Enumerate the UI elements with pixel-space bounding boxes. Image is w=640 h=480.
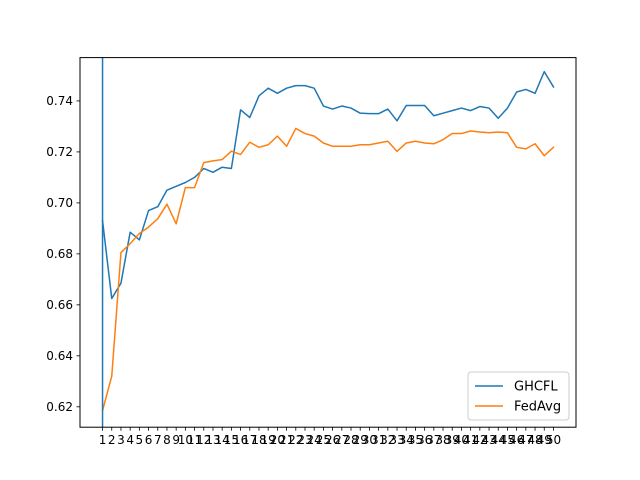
x-tick-label: 16 (233, 433, 248, 447)
x-tick-label: 30 (362, 433, 377, 447)
legend: GHCFL FedAvg (467, 371, 570, 421)
x-tick-label: 27 (334, 433, 349, 447)
x-tick-label: 24 (307, 433, 322, 447)
x-tick-label: 37 (426, 433, 441, 447)
x-tick-label: 10 (178, 433, 193, 447)
x-tick-label: 23 (297, 433, 312, 447)
x-tick-label: 13 (205, 433, 220, 447)
x-tick-label: 3 (117, 433, 125, 447)
x-tick-label: 5 (136, 433, 144, 447)
series-line-fedavg (101, 127, 555, 412)
x-tick-label: 4 (126, 433, 134, 447)
y-tick-label: 0.70 (46, 196, 73, 210)
x-tick-label: 47 (518, 433, 533, 447)
x-tick-label: 50 (546, 433, 561, 447)
x-tick-label: 2 (108, 433, 116, 447)
x-tick-label: 22 (288, 433, 303, 447)
y-tick-label: 0.74 (46, 94, 73, 108)
plot-area (101, 57, 555, 428)
series-line-ghcfl (101, 70, 555, 300)
x-tick-label: 18 (251, 433, 266, 447)
x-tick-label: 32 (380, 433, 395, 447)
x-tick-label: 33 (389, 433, 404, 447)
x-tick-label: 44 (491, 433, 506, 447)
legend-label-ghcfl: GHCFL (514, 380, 558, 395)
x-tick-label: 42 (472, 433, 487, 447)
x-tick-label: 1 (99, 433, 107, 447)
x-tick-label: 45 (500, 433, 515, 447)
x-tick-label: 36 (417, 433, 432, 447)
x-tick-label: 11 (187, 433, 202, 447)
x-tick-label: 41 (463, 433, 478, 447)
x-tick-label: 9 (172, 433, 180, 447)
x-tick-label: 17 (242, 433, 257, 447)
x-tick-label: 29 (353, 433, 368, 447)
x-tick-label: 35 (408, 433, 423, 447)
x-tick-label: 15 (224, 433, 239, 447)
x-tick-label: 12 (196, 433, 211, 447)
x-tick-label: 46 (509, 433, 524, 447)
x-tick-label: 48 (527, 433, 542, 447)
y-tick-label: 0.64 (46, 349, 73, 363)
x-tick-label: 31 (371, 433, 386, 447)
x-tick-label: 43 (481, 433, 496, 447)
y-tick-label: 0.66 (46, 298, 73, 312)
y-tick-label: 0.62 (46, 400, 73, 414)
x-tick-label: 19 (261, 433, 276, 447)
x-tick-label: 39 (445, 433, 460, 447)
x-tick-label: 8 (163, 433, 171, 447)
x-tick-label: 34 (399, 433, 414, 447)
y-tick-label: 0.72 (46, 145, 73, 159)
x-tick-label: 7 (154, 433, 162, 447)
x-tick-label: 40 (454, 433, 469, 447)
x-tick-label: 38 (435, 433, 450, 447)
x-tick-label: 28 (343, 433, 358, 447)
x-tick-label: 14 (215, 433, 230, 447)
axes-ticks: 0.620.640.660.680.700.720.741 2 3 4 5 6 7 8 9101… (46, 94, 561, 447)
legend-box (467, 371, 570, 421)
x-tick-label: 6 (145, 433, 153, 447)
x-tick-label: 20 (270, 433, 285, 447)
y-tick-label: 0.68 (46, 247, 73, 261)
axes-frame (79, 57, 577, 428)
x-tick-label: 26 (325, 433, 340, 447)
legend-label-fedavg: FedAvg (514, 400, 561, 415)
x-tick-label: 25 (316, 433, 331, 447)
x-tick-label: 49 (537, 433, 552, 447)
x-tick-label: 21 (279, 433, 294, 447)
